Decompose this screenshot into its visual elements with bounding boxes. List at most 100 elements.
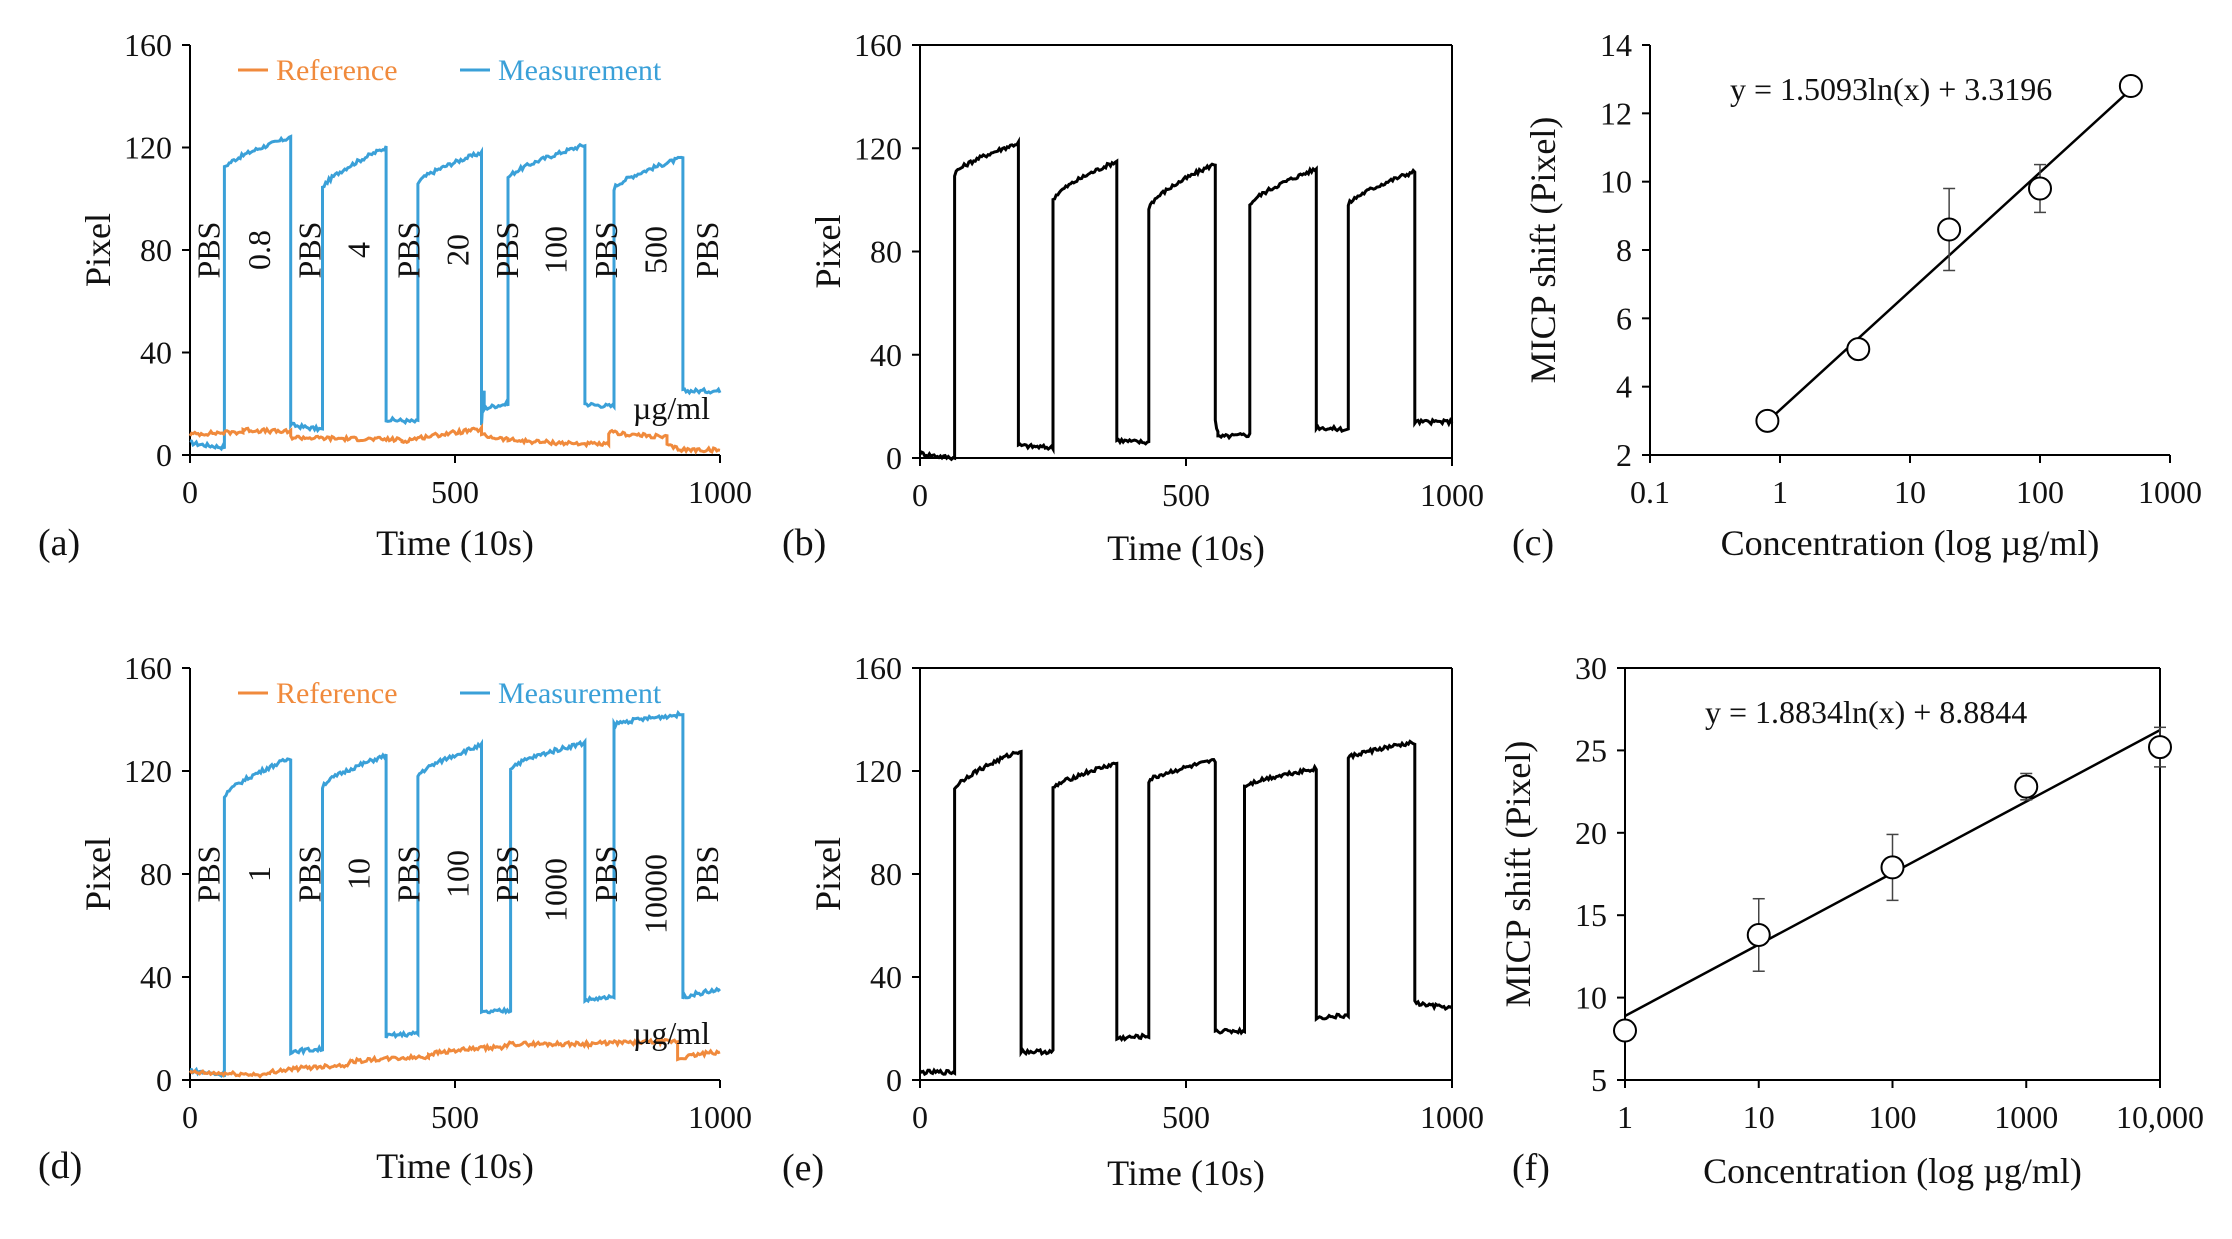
y-tick-label: 0 bbox=[886, 440, 902, 476]
y-axis-label: Pixel bbox=[808, 214, 848, 288]
y-tick-label: 40 bbox=[870, 959, 902, 995]
legend-entry: Reference bbox=[276, 677, 398, 710]
legend-entry: Reference bbox=[276, 54, 398, 87]
y-tick-label: 2 bbox=[1616, 437, 1632, 473]
y-tick-label: 10 bbox=[1575, 980, 1607, 1016]
data-point bbox=[2028, 176, 2052, 201]
annotation: 1000 bbox=[538, 858, 574, 922]
data-point bbox=[2014, 774, 2039, 799]
annotation: 20 bbox=[440, 234, 476, 266]
data-point bbox=[1755, 408, 1780, 433]
y-axis-label: MICP shift (Pixel) bbox=[1498, 741, 1538, 1008]
y-tick-label: 160 bbox=[124, 650, 172, 686]
annotation: PBS bbox=[489, 846, 525, 903]
y-axis-label: Pixel bbox=[78, 213, 118, 287]
annotation: PBS bbox=[191, 846, 227, 903]
y-tick-label: 15 bbox=[1575, 897, 1607, 933]
y-tick-label: 120 bbox=[854, 753, 902, 789]
x-tick-label: 500 bbox=[1162, 477, 1210, 513]
y-tick-label: 0 bbox=[886, 1062, 902, 1098]
series-reference bbox=[188, 1036, 721, 1079]
annotation: 100 bbox=[440, 850, 476, 898]
fit-equation: y = 1.8834ln(x) + 8.8844 bbox=[1705, 694, 2027, 730]
annotation: PBS bbox=[390, 846, 426, 903]
series-signal bbox=[919, 739, 1453, 1077]
panel-e: 0 40 80 120 160 0 500 1000 Time (10s) Pixel (e) bbox=[782, 650, 1484, 1193]
x-axis-label: Time (10s) bbox=[376, 1146, 534, 1186]
panel-a: 0 40 80 120 160 0 500 1000 Time (10s) Pixel (a) Ref… bbox=[38, 27, 752, 564]
y-axis-label: Pixel bbox=[808, 837, 848, 911]
y-tick-label: 5 bbox=[1591, 1062, 1607, 1098]
y-axis-label: Pixel bbox=[78, 837, 118, 911]
annotation: PBS bbox=[588, 222, 624, 279]
y-tick-label: 40 bbox=[140, 335, 172, 371]
x-tick-label: 500 bbox=[431, 474, 479, 510]
fit-equation: y = 1.5093ln(x) + 3.3196 bbox=[1730, 71, 2052, 107]
y-tick-label: 30 bbox=[1575, 650, 1607, 686]
x-axis-label: Concentration (log µg/ml) bbox=[1721, 523, 2100, 563]
x-tick-label: 0 bbox=[182, 1099, 198, 1135]
annotation: 10000 bbox=[637, 854, 673, 934]
annotation: PBS bbox=[390, 222, 426, 279]
x-axis-label: Time (10s) bbox=[1107, 528, 1265, 568]
x-tick-label: 1000 bbox=[1420, 1099, 1484, 1135]
annotation: PBS bbox=[689, 846, 725, 903]
y-axis-label: MICP shift (Pixel) bbox=[1523, 117, 1563, 384]
panel-label: (f) bbox=[1512, 1147, 1550, 1189]
annotation: 4 bbox=[341, 242, 377, 258]
annotation: 10 bbox=[341, 858, 377, 890]
x-tick-label: 500 bbox=[431, 1099, 479, 1135]
annotation: PBS bbox=[689, 222, 725, 279]
series-reference bbox=[188, 422, 721, 455]
x-tick-label: 500 bbox=[1162, 1099, 1210, 1135]
legend-entry: Measurement bbox=[498, 677, 662, 710]
series-measurement bbox=[189, 134, 722, 452]
x-tick-label: 10 bbox=[1743, 1099, 1775, 1135]
y-tick-label: 80 bbox=[870, 234, 902, 270]
annotation: PBS bbox=[291, 846, 327, 903]
y-tick-label: 120 bbox=[854, 130, 902, 166]
unit-note: µg/ml bbox=[633, 390, 710, 426]
panel-c: 2 4 6 8 10 12 14 0.1 1 10 100 1000 Concentration (lo… bbox=[1512, 27, 2202, 564]
y-tick-label: 120 bbox=[124, 130, 172, 166]
y-tick-label: 20 bbox=[1575, 815, 1607, 851]
y-tick-label: 10 bbox=[1600, 164, 1632, 200]
annotation: 500 bbox=[637, 226, 673, 274]
annotation: PBS bbox=[588, 846, 624, 903]
data-point bbox=[2118, 74, 2143, 98]
panel-label: (e) bbox=[782, 1147, 824, 1189]
annotation: 100 bbox=[538, 226, 574, 274]
series-measurement bbox=[189, 709, 721, 1079]
y-tick-label: 4 bbox=[1616, 369, 1632, 405]
x-tick-label: 1 bbox=[1772, 474, 1788, 510]
y-tick-label: 80 bbox=[140, 232, 172, 268]
panel-label: (d) bbox=[38, 1145, 82, 1187]
x-tick-label: 1 bbox=[1617, 1099, 1633, 1135]
data-point bbox=[2148, 735, 2172, 760]
panel-label: (b) bbox=[782, 522, 826, 564]
x-axis-label: Time (10s) bbox=[376, 523, 534, 563]
data-point bbox=[1846, 337, 1871, 362]
data-point bbox=[1880, 855, 1905, 880]
x-tick-label: 0 bbox=[912, 477, 928, 513]
y-tick-label: 8 bbox=[1616, 232, 1632, 268]
legend-entry: Measurement bbox=[498, 54, 662, 87]
annotation: PBS bbox=[489, 222, 525, 279]
panel-f: 5 10 15 20 25 30 1 10 100 1000 10,000 Concentration… bbox=[1498, 650, 2204, 1191]
x-tick-label: 1000 bbox=[688, 474, 752, 510]
x-axis-label: Time (10s) bbox=[1107, 1153, 1265, 1193]
x-tick-label: 1000 bbox=[1994, 1099, 2058, 1135]
y-tick-label: 80 bbox=[870, 856, 902, 892]
annotation: 0.8 bbox=[241, 230, 277, 270]
panel-label: (a) bbox=[38, 522, 80, 564]
annotation: 1 bbox=[241, 866, 277, 882]
x-tick-label: 100 bbox=[1869, 1099, 1917, 1135]
x-tick-label: 0 bbox=[912, 1099, 928, 1135]
y-tick-label: 14 bbox=[1600, 27, 1632, 63]
y-tick-label: 40 bbox=[870, 337, 902, 373]
y-tick-label: 25 bbox=[1575, 732, 1607, 768]
y-tick-label: 120 bbox=[124, 753, 172, 789]
annotation: PBS bbox=[191, 222, 227, 279]
y-tick-label: 6 bbox=[1616, 300, 1632, 336]
